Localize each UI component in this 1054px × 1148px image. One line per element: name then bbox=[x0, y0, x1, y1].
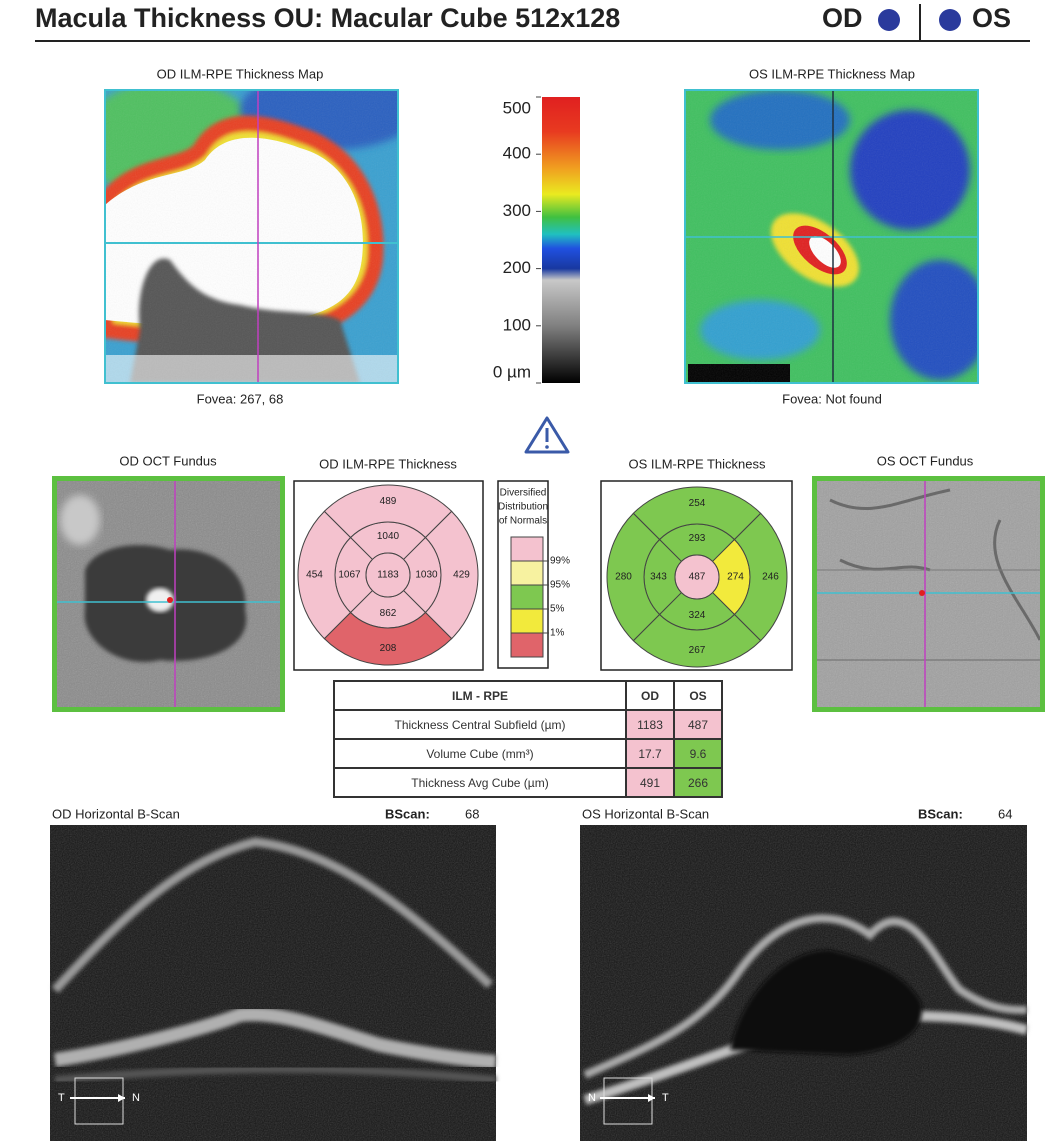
legend-title: Diversified bbox=[500, 488, 547, 499]
table-header-cell: OD bbox=[625, 680, 675, 711]
legend-label: 1% bbox=[550, 628, 565, 639]
od-fundus-image bbox=[52, 476, 285, 712]
od-bscan-image bbox=[50, 825, 497, 1141]
os-bscan-number: 64 bbox=[998, 806, 1012, 821]
legend-label: 5% bbox=[550, 604, 565, 615]
od-bscan-right: N bbox=[132, 1092, 140, 1104]
sector-value: 280 bbox=[615, 572, 632, 583]
legend-swatch bbox=[510, 632, 544, 658]
sector-value: 267 bbox=[689, 645, 706, 656]
od-bscan-title: OD Horizontal B-Scan bbox=[52, 806, 180, 821]
header-title: Macula Thickness OU: Macular Cube 512x12… bbox=[35, 3, 620, 33]
sector-value: 1030 bbox=[415, 570, 438, 581]
os-map-border bbox=[684, 89, 979, 384]
table-header-cell: OS bbox=[673, 680, 723, 711]
legend-title: of Normals bbox=[499, 516, 547, 527]
legend-label: 99% bbox=[550, 556, 570, 567]
os-bscan-left: N bbox=[588, 1092, 596, 1104]
od-map-border bbox=[104, 89, 399, 384]
os-bscan-right: T bbox=[662, 1092, 669, 1104]
table-cell: 1183 bbox=[625, 709, 675, 740]
table-row: Volume Cube (mm³) 17.7 9.6 bbox=[333, 738, 723, 769]
table-cell: 487 bbox=[673, 709, 723, 740]
os-bscan-label: BScan: bbox=[918, 806, 963, 821]
os-fovea: Fovea: Not found bbox=[782, 391, 882, 406]
sector-value: 274 bbox=[727, 572, 744, 583]
table-row: Thickness Central Subfield (µm) 1183 487 bbox=[333, 709, 723, 740]
table-header-row: ILM - RPE OD OS bbox=[333, 680, 723, 711]
table-cell: Thickness Central Subfield (µm) bbox=[333, 709, 627, 740]
sector bbox=[297, 510, 352, 640]
legend-swatch bbox=[510, 560, 544, 586]
legend-swatch bbox=[510, 536, 544, 562]
table-cell: 17.7 bbox=[625, 738, 675, 769]
od-etdrs-title: OD ILM-RPE Thickness bbox=[319, 456, 457, 471]
os-bscan-title: OS Horizontal B-Scan bbox=[582, 806, 709, 821]
sector bbox=[606, 512, 661, 642]
scale-tick-label: 400 bbox=[503, 144, 531, 163]
os-fundus-title: OS OCT Fundus bbox=[877, 453, 974, 468]
os-dot bbox=[939, 9, 961, 31]
od-bscan-number: 68 bbox=[465, 806, 479, 821]
sector-value: 1040 bbox=[377, 531, 400, 542]
sector bbox=[674, 554, 720, 600]
os-thickness-map bbox=[685, 90, 978, 383]
sector-value: 293 bbox=[689, 533, 706, 544]
legend-label: 95% bbox=[550, 580, 570, 591]
od-fundus-title: OD OCT Fundus bbox=[119, 453, 217, 468]
legend-swatch bbox=[510, 584, 544, 610]
od-bscan-left: T bbox=[58, 1092, 65, 1104]
os-fundus-image bbox=[812, 476, 1045, 712]
od-fovea: Fovea: 267, 68 bbox=[197, 391, 284, 406]
warning-icon bbox=[524, 416, 570, 454]
od-thickness-map bbox=[105, 90, 398, 383]
scale-tick-label: 500 bbox=[503, 98, 531, 117]
sector-value: 324 bbox=[689, 610, 706, 621]
od-dot bbox=[878, 9, 900, 31]
table-cell: 9.6 bbox=[673, 738, 723, 769]
legend-swatch bbox=[510, 608, 544, 634]
sector-value: 1067 bbox=[338, 570, 361, 581]
sector-value: 208 bbox=[380, 643, 397, 654]
sector-value: 246 bbox=[762, 572, 779, 583]
os-etdrs-title: OS ILM-RPE Thickness bbox=[628, 456, 766, 471]
scale-tick-label: 0 µm bbox=[493, 362, 531, 381]
table-cell: 491 bbox=[625, 767, 675, 798]
sector bbox=[365, 552, 411, 598]
od-label: OD bbox=[822, 3, 863, 33]
scale-tick-label: 200 bbox=[503, 258, 531, 277]
os-bscan-image bbox=[580, 825, 1029, 1141]
scale-tick-label: 100 bbox=[503, 315, 531, 334]
sector-value: 254 bbox=[689, 498, 706, 509]
summary-table: ILM - RPE OD OS Thickness Central Subfield … bbox=[333, 680, 723, 798]
os-label: OS bbox=[972, 3, 1011, 33]
table-header-cell: ILM - RPE bbox=[333, 680, 627, 711]
os-map-title: OS ILM-RPE Thickness Map bbox=[749, 66, 915, 81]
sector-value: 489 bbox=[380, 496, 397, 507]
scale-tick-label: 300 bbox=[503, 201, 531, 220]
table-cell: Thickness Avg Cube (µm) bbox=[333, 767, 627, 798]
color-scale-bar bbox=[542, 97, 580, 383]
sector-value: 1183 bbox=[377, 570, 399, 581]
sector-value: 487 bbox=[689, 572, 706, 583]
table-cell: Volume Cube (mm³) bbox=[333, 738, 627, 769]
legend-title: Distribution bbox=[498, 502, 548, 513]
sector-value: 454 bbox=[306, 570, 323, 581]
od-map-title: OD ILM-RPE Thickness Map bbox=[157, 66, 324, 81]
sector-value: 862 bbox=[380, 608, 397, 619]
table-cell: 266 bbox=[673, 767, 723, 798]
table-row: Thickness Avg Cube (µm) 491 266 bbox=[333, 767, 723, 798]
sector-value: 429 bbox=[453, 570, 470, 581]
od-bscan-label: BScan: bbox=[385, 806, 430, 821]
sector-value: 343 bbox=[650, 572, 667, 583]
